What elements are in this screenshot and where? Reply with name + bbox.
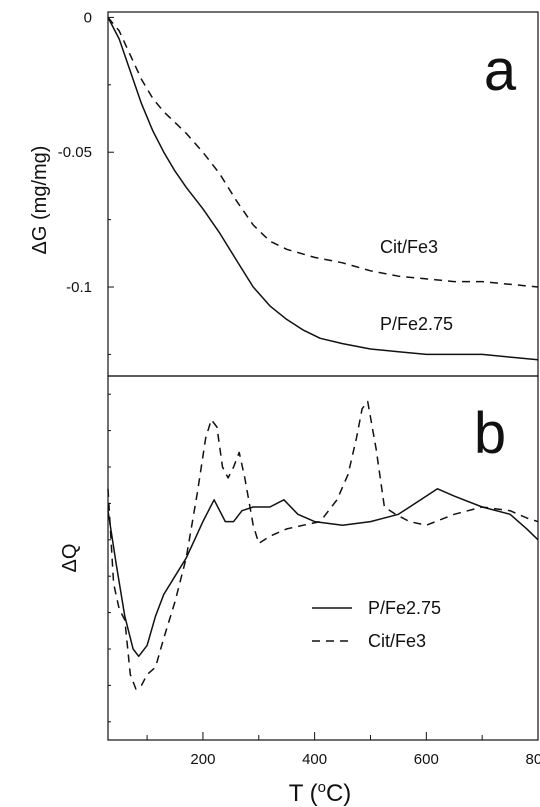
x-axis-title-degree: o xyxy=(318,779,326,796)
chart-dynamic-layer: 0 -0.05 -0.1 200 400 600 800 xyxy=(58,9,540,768)
panel-a-series-cit-fe3-line xyxy=(107,16,539,288)
legend-label-cit: Cit/Fe3 xyxy=(368,631,426,651)
panel-a-series-label-p: P/Fe2.75 xyxy=(380,314,453,334)
panel-b-frame xyxy=(107,375,539,741)
x-tick-label: 400 xyxy=(302,751,327,768)
x-tick-label: 600 xyxy=(414,751,439,768)
legend-label-p: P/Fe2.75 xyxy=(368,598,441,618)
panel-b-series-p-fe275-line xyxy=(107,488,539,658)
panel-a-letter: a xyxy=(484,38,517,103)
x-tick-label: 200 xyxy=(190,751,215,768)
x-axis-title-unit: C) xyxy=(326,780,351,807)
panel-a-ylabel: ΔG (mg/mg) xyxy=(29,146,51,255)
panel-a-ytick-label: -0.05 xyxy=(58,144,92,161)
panel-a-ytick-label: -0.1 xyxy=(66,279,92,296)
x-tick-label: 800 xyxy=(525,751,540,768)
panel-a-ytick-label: 0 xyxy=(84,9,92,26)
panel-b-letter: b xyxy=(474,401,506,466)
panel-b-ylabel: ΔQ xyxy=(59,544,81,573)
panel-a-frame xyxy=(107,11,539,377)
panel-a-series-label-cit: Cit/Fe3 xyxy=(380,237,438,257)
panel-a-series-p-fe275-line xyxy=(107,17,539,361)
x-axis-title: T (oC) xyxy=(289,779,352,807)
